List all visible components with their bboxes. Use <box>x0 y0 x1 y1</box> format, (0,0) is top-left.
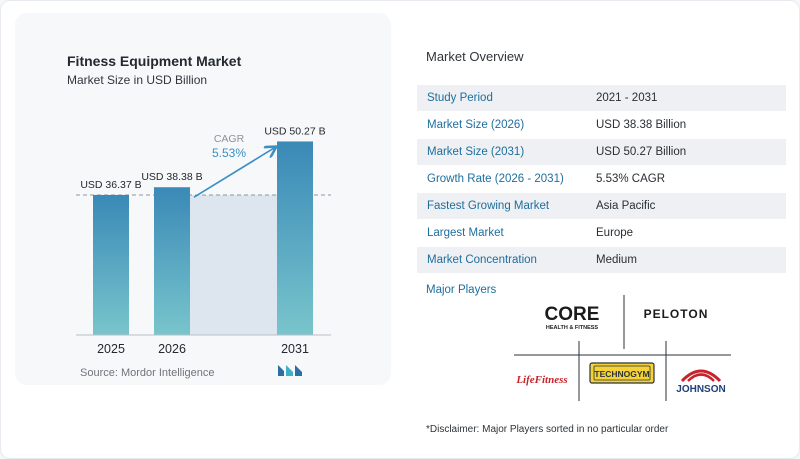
svg-text:LifeFitness: LifeFitness <box>515 374 567 386</box>
svg-text:CORE: CORE <box>545 304 600 325</box>
overview-title: Market Overview <box>426 49 524 64</box>
overview-row-value: Europe <box>596 227 634 239</box>
growth-band <box>190 194 277 335</box>
bar-2025 <box>93 194 129 335</box>
overview-row-label: Growth Rate (2026 - 2031) <box>427 173 564 185</box>
major-players-title: Major Players <box>426 284 497 296</box>
bar-value-label: USD 36.37 B <box>80 179 141 191</box>
peloton-logo: PELOTON <box>644 307 709 321</box>
svg-text:HEALTH & FITNESS: HEALTH & FITNESS <box>546 325 598 331</box>
overview-row: Largest Market Europe <box>417 220 786 247</box>
source-text: Source: Mordor Intelligence <box>80 367 215 379</box>
bar-value-label: USD 38.38 B <box>141 171 202 183</box>
overview-row: Growth Rate (2026 - 2031) 5.53% CAGR <box>417 166 786 193</box>
overview-row: Market Size (2026) USD 38.38 Billion <box>417 112 786 139</box>
overview-row-label: Market Concentration <box>427 254 537 266</box>
overview-row: Study Period 2021 - 2031 <box>417 85 786 112</box>
svg-text:JOHNSON: JOHNSON <box>676 384 725 395</box>
overview-row: Market Concentration Medium <box>417 247 786 274</box>
bar-chart: USD 36.37 B 2025 USD 38.38 B 2026 USD 50.27 … <box>76 125 331 356</box>
x-tick-label: 2031 <box>281 342 309 356</box>
market-overview-table: Study Period 2021 - 2031 Market Size (2026… <box>417 85 786 274</box>
x-tick-label: 2025 <box>97 342 125 356</box>
cagr-value: 5.53% <box>212 146 246 160</box>
overview-row-value: 5.53% CAGR <box>596 173 666 185</box>
svg-text:TECHNOGYM: TECHNOGYM <box>594 369 649 379</box>
bar-2026 <box>154 187 190 335</box>
bar-2031 <box>277 141 313 335</box>
overview-row-label: Study Period <box>427 92 493 104</box>
technogym-logo: TECHNOGYM <box>589 362 655 384</box>
overview-row-value: USD 38.38 Billion <box>596 119 687 131</box>
overview-row-value: USD 50.27 Billion <box>596 146 687 158</box>
overview-row-value: 2021 - 2031 <box>596 92 658 104</box>
core-logo: CORE HEALTH & FITNESS <box>545 304 600 331</box>
overview-row: Fastest Growing Market Asia Pacific <box>417 193 786 220</box>
chart-subtitle: Market Size in USD Billion <box>67 73 208 87</box>
overview-row-value: Medium <box>596 254 637 266</box>
bar-value-label: USD 50.27 B <box>264 125 325 137</box>
x-tick-label: 2026 <box>158 342 186 356</box>
cagr-arrow <box>193 147 275 198</box>
mordor-logo-icon <box>278 365 302 376</box>
lifefitness-logo: LifeFitness <box>515 367 568 389</box>
major-players-logos: CORE HEALTH & FITNESS PELOTON LifeFitnes… <box>514 295 731 401</box>
johnson-logo: JOHNSON <box>676 369 726 395</box>
overview-row-label: Fastest Growing Market <box>427 200 550 212</box>
overview-row-label: Market Size (2026) <box>427 119 525 131</box>
cagr-label: CAGR <box>214 133 245 145</box>
disclaimer-text: *Disclaimer: Major Players sorted in no … <box>426 424 669 435</box>
overview-row: Market Size (2031) USD 50.27 Billion <box>417 139 786 166</box>
chart-title: Fitness Equipment Market <box>67 53 242 69</box>
overview-row-label: Largest Market <box>427 227 504 239</box>
overview-row-value: Asia Pacific <box>596 200 656 212</box>
overview-row-label: Market Size (2031) <box>427 146 525 158</box>
